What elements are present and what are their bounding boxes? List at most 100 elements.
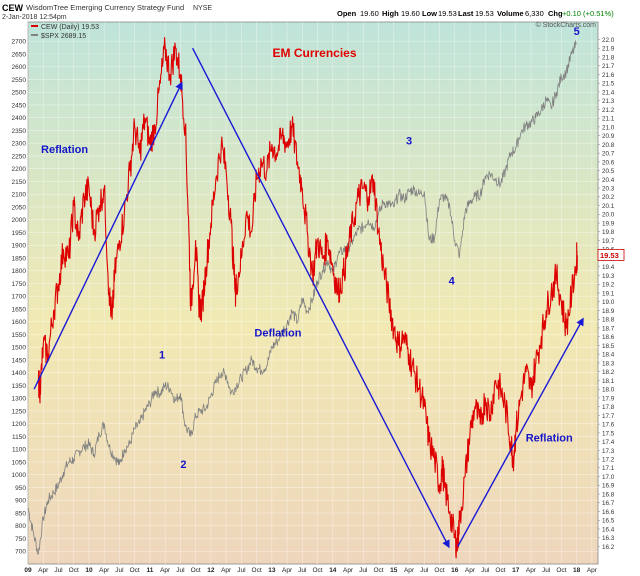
left-tick-label: 900 — [15, 498, 26, 505]
trend-arrow — [457, 317, 584, 547]
annotation-label: 4 — [449, 275, 456, 287]
left-tick-label: 2050 — [12, 204, 27, 211]
legend-cew-label: CEW (Daily) 19.53 — [41, 24, 99, 31]
x-tick-label: 09 — [24, 567, 32, 574]
plot-background — [27, 21, 599, 565]
annotation-label: 1 — [159, 350, 165, 362]
last-value: 19.53 — [475, 9, 494, 18]
right-tick-label: 16.5 — [602, 518, 615, 525]
right-tick-label: 16.3 — [602, 535, 615, 542]
left-tick-label: 2550 — [12, 77, 27, 84]
x-axis: 09 Apr Jul Oct 10 Apr Jul Oct 11 Apr Jul Oct 12 Apr Ju… — [24, 567, 597, 574]
left-tick-label: 1450 — [12, 357, 27, 364]
left-tick-label: 800 — [15, 523, 26, 530]
x-tick-label: Oct — [556, 567, 566, 574]
right-tick-label: 16.2 — [602, 544, 615, 551]
brand-label: © StockCharts.com — [536, 21, 597, 29]
right-tick-label: 17.7 — [602, 413, 615, 420]
right-tick-label: 20.9 — [602, 133, 615, 140]
x-tick-label: 13 — [268, 567, 276, 574]
left-tick-label: 2500 — [12, 90, 27, 97]
right-tick-label: 21.0 — [602, 124, 615, 131]
x-tick-label: Oct — [434, 567, 444, 574]
left-tick-label: 2650 — [12, 51, 27, 58]
right-tick-label: 17.2 — [602, 456, 615, 463]
right-tick-label: 16.6 — [602, 509, 615, 516]
left-tick-label: 2450 — [12, 102, 27, 109]
last-label: Last — [458, 9, 474, 18]
right-tick-label: 21.9 — [602, 46, 615, 53]
x-tick-label: Apr — [160, 567, 171, 574]
chart-title: EM Currencies — [273, 46, 357, 60]
last-value-badge: 19.53 — [597, 248, 625, 261]
left-tick-label: 1100 — [12, 447, 26, 454]
right-tick-label: 22.0 — [602, 37, 615, 44]
x-tick-label: Oct — [130, 567, 140, 574]
right-tick-label: 19.0 — [602, 299, 615, 306]
trend-arrow — [33, 81, 183, 390]
right-tick-label: 17.9 — [602, 395, 615, 402]
low-value: 19.53 — [438, 9, 457, 18]
x-tick-label: 16 — [451, 567, 459, 574]
gridlines — [27, 22, 598, 564]
volume-value: 6,330 — [525, 9, 544, 18]
left-tick-label: 850 — [15, 510, 26, 517]
timestamp: 2-Jan-2018 12:54pm — [2, 14, 67, 21]
left-tick-label: 1700 — [12, 294, 27, 301]
right-tick-label: 16.7 — [602, 500, 615, 507]
left-tick-label: 1500 — [12, 345, 27, 352]
x-tick-label: Jul — [420, 567, 429, 574]
annotation-label: 3 — [406, 135, 412, 147]
right-tick-label: 18.0 — [602, 387, 615, 394]
right-tick-label: 20.5 — [602, 168, 615, 175]
right-tick-label: 21.5 — [602, 81, 615, 88]
x-tick-label: Oct — [495, 567, 505, 574]
right-tick-label: 19.1 — [602, 290, 615, 297]
left-tick-label: 1650 — [12, 306, 27, 313]
left-tick-label: 700 — [15, 549, 26, 556]
x-tick-label: Apr — [404, 567, 415, 574]
left-tick-label: 2400 — [12, 115, 27, 122]
legend: CEW (Daily) 19.53 $SPX 2689.15 — [31, 24, 99, 40]
annotation-label: 5 — [574, 26, 580, 38]
right-tick-label: 21.4 — [602, 89, 615, 96]
volume-label: Volume — [497, 9, 524, 18]
left-tick-label: 1250 — [12, 408, 27, 415]
left-tick-label: 2150 — [12, 179, 27, 186]
x-tick-label: 10 — [85, 567, 93, 574]
right-tick-label: 21.8 — [602, 54, 615, 61]
right-tick-label: 18.9 — [602, 308, 615, 315]
right-tick-label: 20.2 — [602, 194, 615, 201]
left-tick-label: 1000 — [12, 472, 27, 479]
left-tick-label: 2200 — [12, 166, 27, 173]
left-tick-label: 1400 — [12, 370, 27, 377]
quote-stats: Open 19.60 High 19.60 Low 19.53 Last 19.… — [337, 9, 614, 18]
x-tick-label: Jul — [298, 567, 307, 574]
x-tick-label: Apr — [282, 567, 293, 574]
right-tick-label: 21.3 — [602, 98, 615, 105]
x-tick-label: Jul — [359, 567, 368, 574]
right-tick-label: 20.4 — [602, 177, 615, 184]
right-tick-label: 19.9 — [602, 220, 615, 227]
right-tick-label: 16.8 — [602, 491, 615, 498]
right-tick-label: 21.7 — [602, 63, 615, 70]
change-value: +0.10 (+0.51%) — [562, 9, 614, 18]
ticker-symbol: CEW — [2, 3, 24, 13]
right-tick-label: 19.2 — [602, 282, 615, 289]
right-tick-label: 18.6 — [602, 334, 615, 341]
x-tick-label: Oct — [191, 567, 201, 574]
x-tick-label: Jul — [481, 567, 490, 574]
left-tick-label: 2250 — [12, 153, 27, 160]
right-tick-label: 17.1 — [602, 465, 615, 472]
x-tick-label: Apr — [99, 567, 110, 574]
high-label: High — [382, 9, 399, 18]
x-tick-label: Jul — [542, 567, 551, 574]
last-value-badge-text: 19.53 — [600, 251, 619, 260]
left-tick-label: 1200 — [12, 421, 27, 428]
right-tick-label: 18.4 — [602, 352, 615, 359]
annotation-label: Deflation — [254, 328, 301, 340]
right-tick-label: 16.9 — [602, 483, 615, 490]
right-tick-label: 17.8 — [602, 404, 615, 411]
right-tick-label: 17.5 — [602, 430, 615, 437]
